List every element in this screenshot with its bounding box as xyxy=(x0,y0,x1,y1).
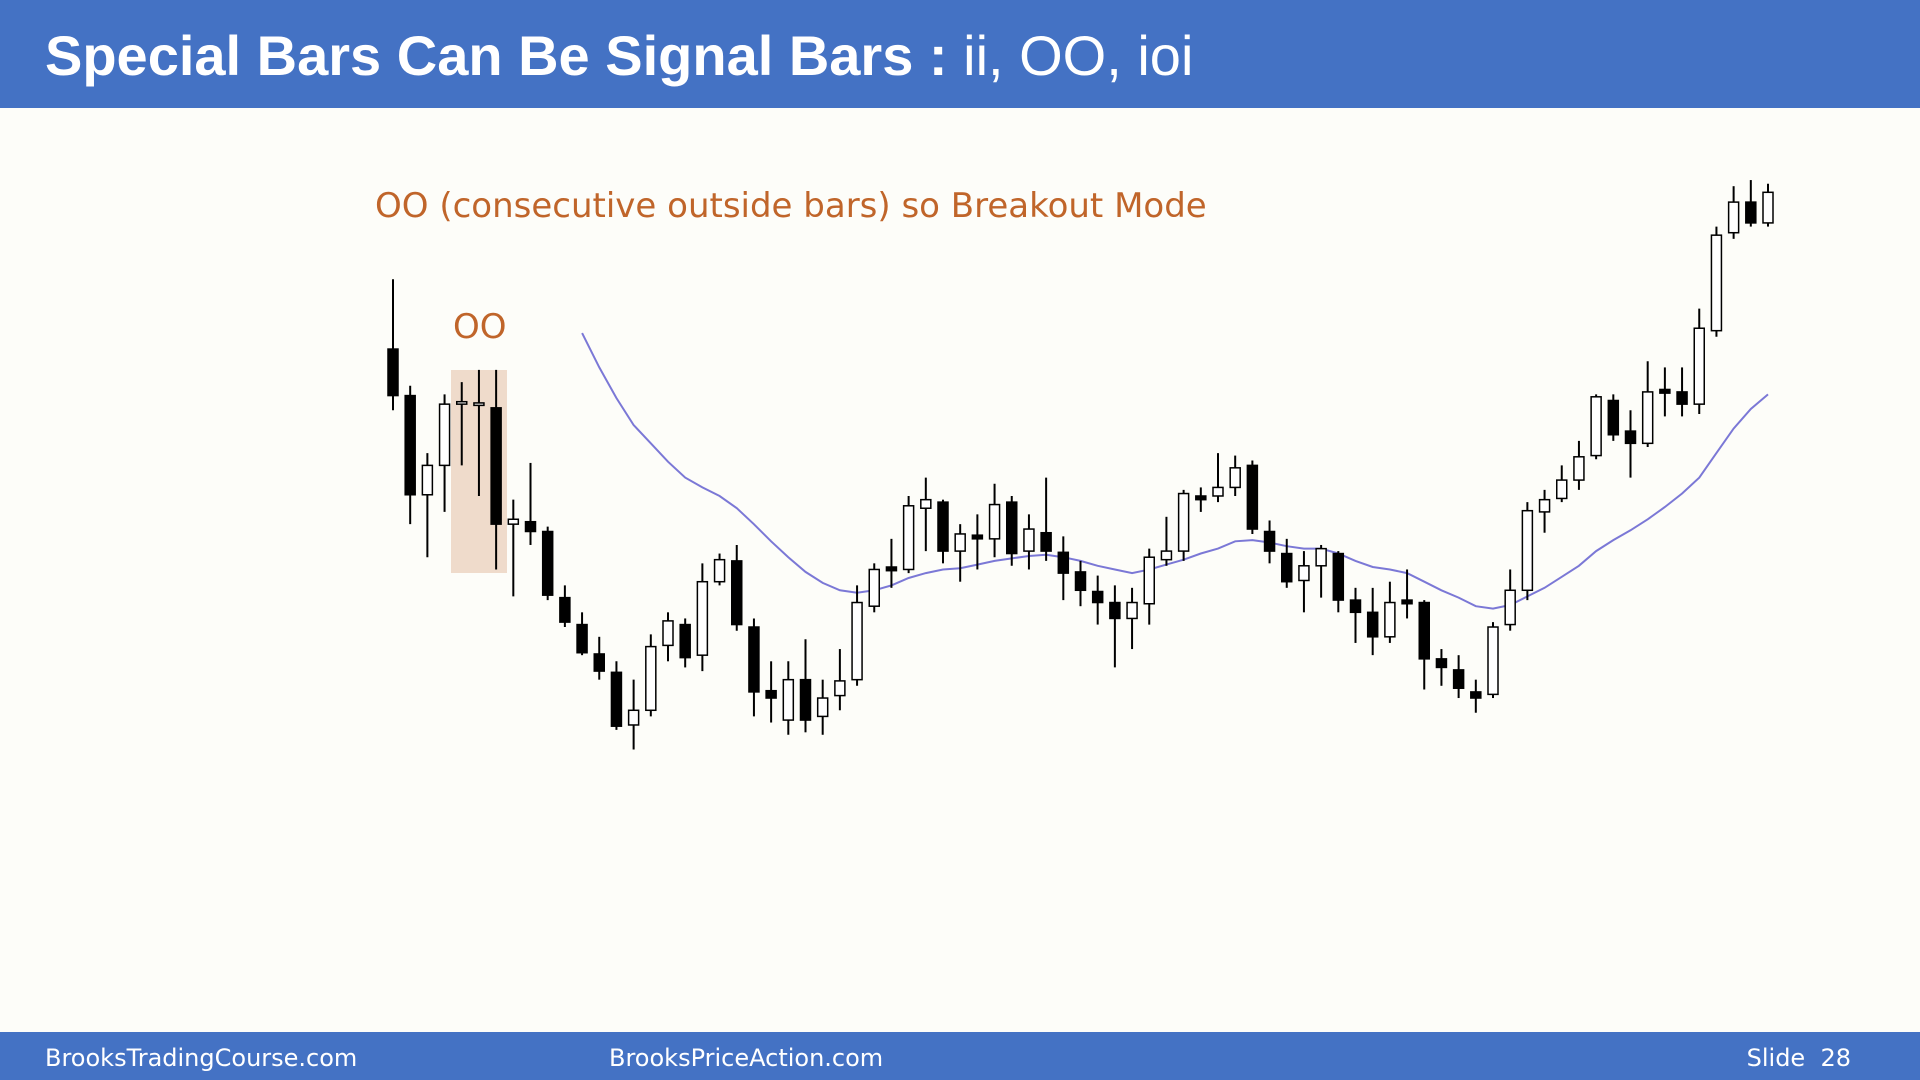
candle-body xyxy=(1435,658,1448,669)
candle-body xyxy=(696,580,709,656)
footer-left: BrooksTradingCourse.com xyxy=(45,1044,357,1072)
candle-body xyxy=(765,689,777,699)
candle-body xyxy=(1229,467,1241,489)
candle-body xyxy=(524,520,537,533)
candle-body xyxy=(1298,565,1310,582)
candle-body xyxy=(1470,691,1482,699)
candle-body xyxy=(799,678,812,721)
candle-body xyxy=(1160,550,1173,561)
candle-body xyxy=(816,697,829,718)
candle-body xyxy=(1366,611,1379,638)
candle-body xyxy=(1401,599,1413,605)
candle-body xyxy=(1418,601,1430,660)
candle-body xyxy=(1109,601,1121,620)
candle-body xyxy=(627,709,640,726)
candle-body xyxy=(610,671,623,727)
candle-body xyxy=(713,558,726,583)
candle-body xyxy=(902,505,915,571)
candle-body xyxy=(1745,201,1757,224)
candle-body xyxy=(954,533,966,552)
candle-body xyxy=(1332,552,1345,601)
candle-body xyxy=(645,645,657,712)
candle-body xyxy=(1091,590,1104,604)
candle-body xyxy=(731,560,743,626)
footer-bar xyxy=(0,1032,1920,1080)
candle-body xyxy=(559,596,571,623)
header-bar xyxy=(0,0,1920,108)
candle-body xyxy=(971,534,984,540)
candle-body xyxy=(438,403,451,467)
candle-body xyxy=(1693,327,1705,405)
candle-body xyxy=(1573,456,1585,481)
candle-body xyxy=(1246,464,1259,530)
candle-body xyxy=(507,518,520,525)
candle-body xyxy=(1452,669,1465,689)
candle-body xyxy=(1762,191,1774,224)
candle-body xyxy=(1590,396,1602,457)
candle-body xyxy=(1263,530,1276,552)
annotation: OO (consecutive outside bars) so Breakou… xyxy=(375,186,1207,226)
candle-body xyxy=(920,498,932,509)
candle-body xyxy=(1504,589,1516,626)
candle-body xyxy=(1538,498,1551,513)
candle-body xyxy=(1126,601,1138,620)
candle-body xyxy=(593,653,605,672)
candle-body xyxy=(421,464,434,496)
candle-body xyxy=(988,503,1001,540)
candle-body xyxy=(868,568,880,607)
candle-body xyxy=(1676,391,1688,405)
plot xyxy=(387,180,1774,750)
candle-body xyxy=(1521,509,1534,592)
candle-body xyxy=(490,407,502,525)
candle-body xyxy=(1195,495,1207,501)
candle-body xyxy=(834,680,846,697)
candle-body xyxy=(885,566,898,572)
footer-right: Slide 28 xyxy=(1747,1044,1851,1072)
candle-body xyxy=(1624,430,1637,445)
footer-center: BrooksPriceAction.com xyxy=(609,1044,883,1072)
candle-body xyxy=(662,620,674,647)
candle-body xyxy=(937,501,949,552)
candle-body xyxy=(851,601,863,681)
candle-body xyxy=(456,400,468,405)
candle-body xyxy=(1487,626,1499,696)
candle-body xyxy=(576,623,588,654)
candle-body xyxy=(1143,556,1155,605)
candle-body xyxy=(1074,571,1087,592)
candle-body xyxy=(1659,388,1671,394)
candle-body xyxy=(782,678,795,721)
title-main: Special Bars Can Be Signal Bars : xyxy=(45,24,948,87)
annotation: OO xyxy=(453,307,507,347)
candle-body xyxy=(387,348,399,397)
candle-body xyxy=(1006,501,1018,555)
candle-body xyxy=(1212,486,1224,497)
candle-body xyxy=(1710,234,1723,332)
candle-body xyxy=(1281,552,1293,583)
candle-body xyxy=(748,626,760,693)
candle-body xyxy=(1727,201,1740,234)
candle-body xyxy=(1384,601,1396,638)
candle-body xyxy=(473,402,485,407)
candle-body xyxy=(1023,528,1035,552)
candle-body xyxy=(1315,547,1327,567)
candle-body xyxy=(1556,479,1568,500)
candle-body xyxy=(1040,531,1052,552)
candle-body xyxy=(679,623,691,659)
candle-body xyxy=(1349,599,1362,614)
slide-title: Special Bars Can Be Signal Bars : ii, OO… xyxy=(45,24,1193,87)
candle-body xyxy=(1607,399,1620,436)
candle-body xyxy=(404,394,416,496)
moving-average-line xyxy=(581,332,1769,610)
candle-body xyxy=(1177,492,1190,552)
candle-body xyxy=(1641,391,1654,445)
candle-body xyxy=(541,530,554,596)
title-tail: ii, OO, ioi xyxy=(963,24,1193,87)
candle-body xyxy=(1057,551,1070,574)
